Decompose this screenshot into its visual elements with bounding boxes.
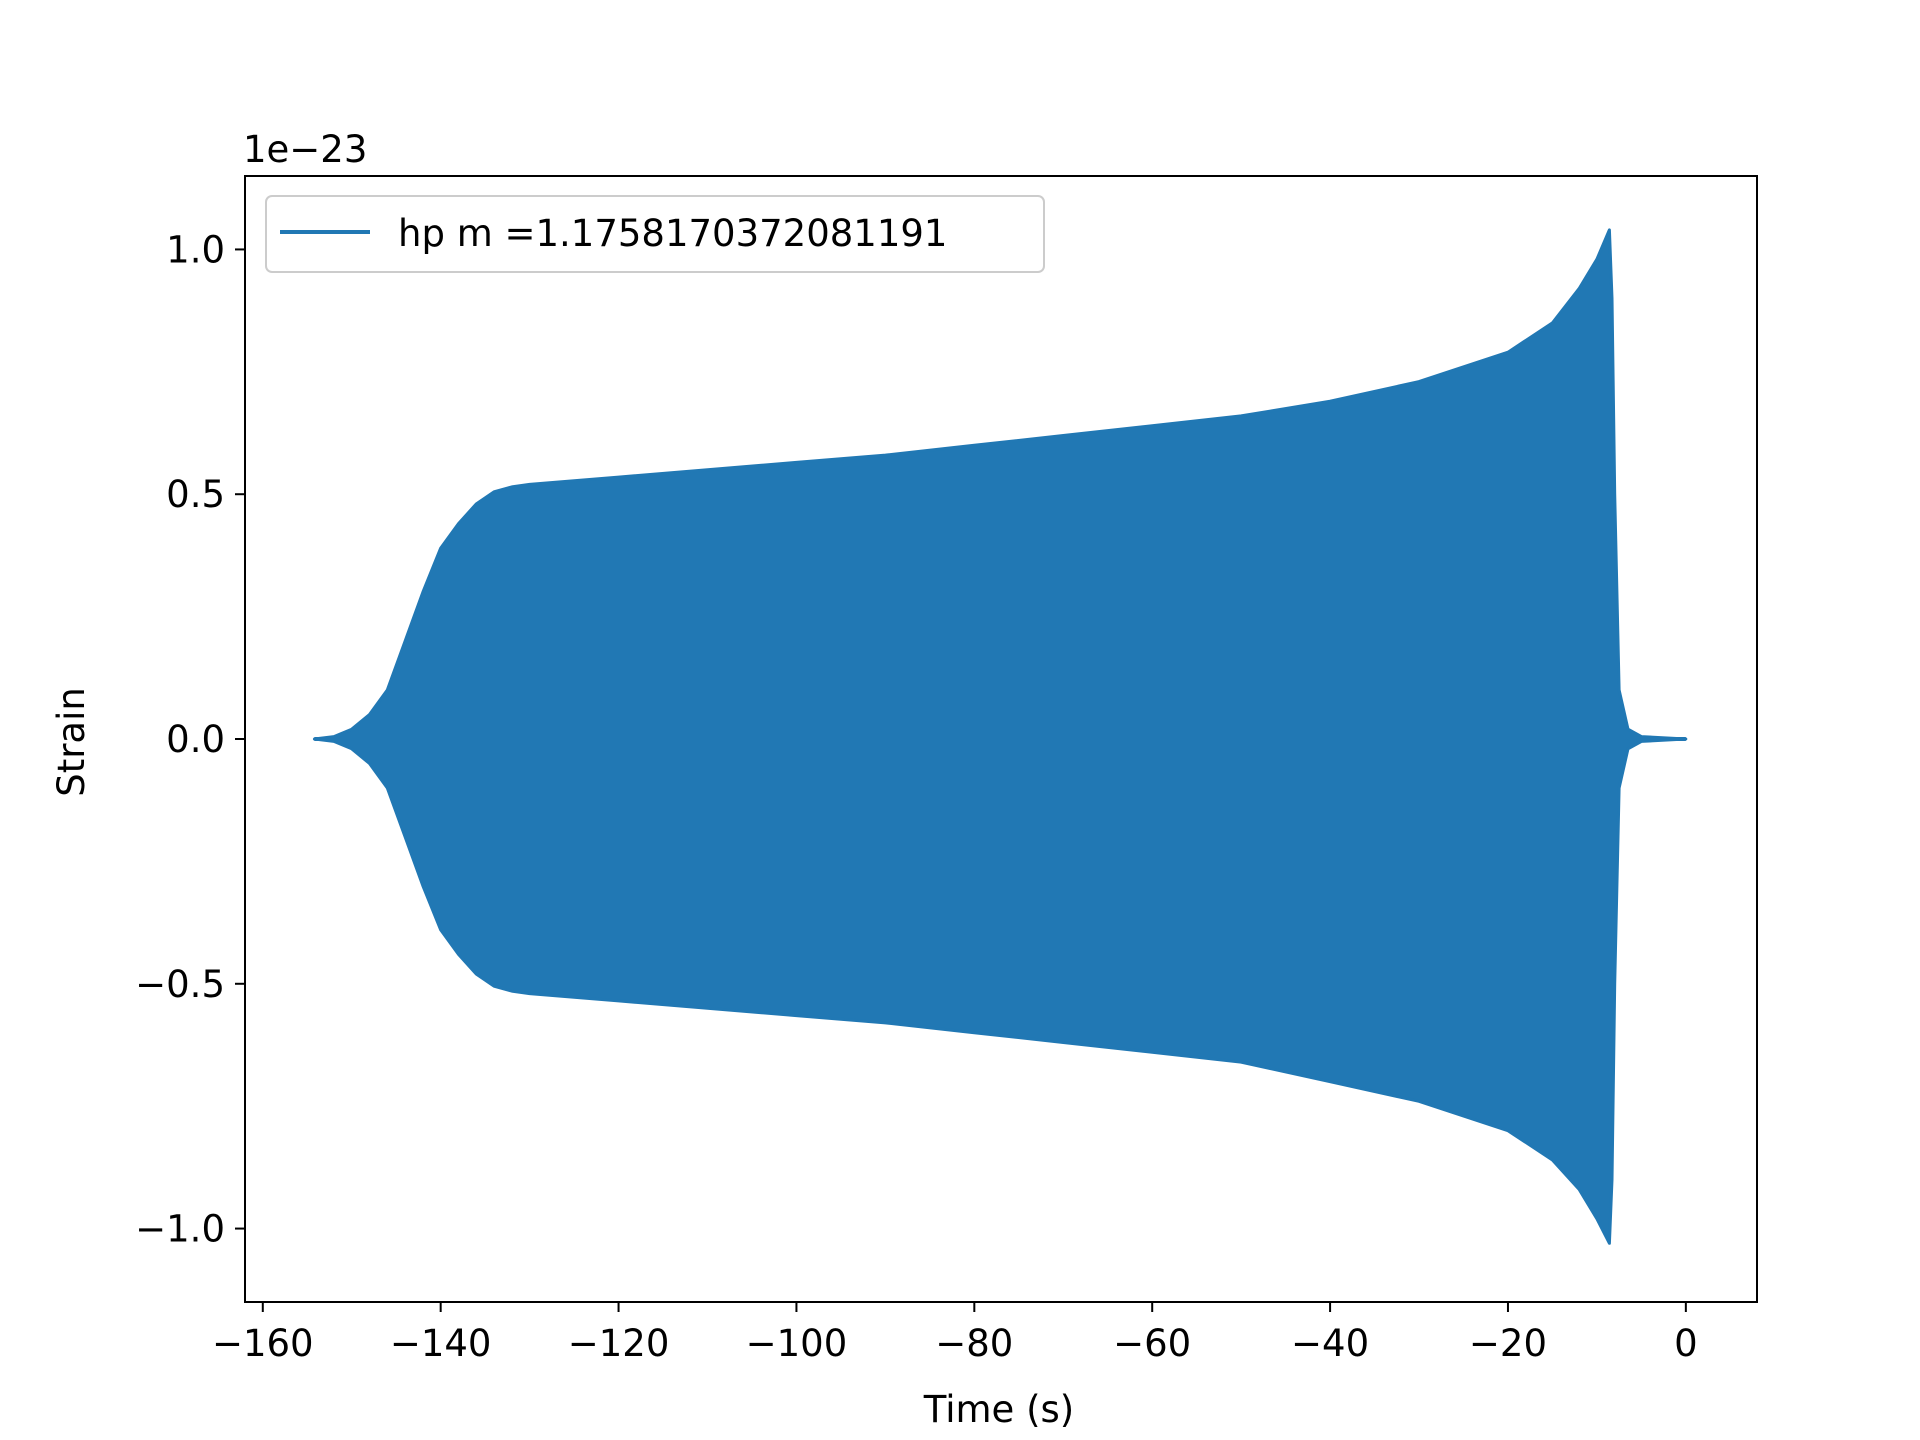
y-tick-label: −0.5: [135, 963, 225, 1006]
x-tick-label: −140: [390, 1322, 492, 1365]
x-tick-label: 0: [1674, 1322, 1698, 1365]
legend-entry-label: hp m =1.1758170372081191: [398, 212, 947, 255]
x-axis: −160 −140 −120 −100 −80 −60 −40 −20 0: [212, 1302, 1698, 1365]
y-tick-label: 0.5: [166, 473, 225, 516]
legend-box: [265, 195, 1045, 273]
x-tick-label: −120: [568, 1322, 670, 1365]
y-tick-label: 1.0: [166, 228, 225, 271]
plot-area: [312, 228, 1688, 1245]
x-tick-label: −60: [1113, 1322, 1191, 1365]
legend: hp m =1.1758170372081191: [265, 195, 1045, 273]
y-axis: 1.0 0.5 0.0 −0.5 −1.0: [135, 228, 245, 1251]
x-tick-label: −40: [1291, 1322, 1369, 1365]
y-offset-label: 1e−23: [243, 128, 367, 171]
y-tick-label: 0.0: [166, 718, 225, 761]
y-tick-label: −1.0: [135, 1208, 225, 1251]
x-tick-label: −160: [212, 1322, 314, 1365]
series-waveform: [312, 228, 1688, 1245]
x-tick-label: −20: [1469, 1322, 1547, 1365]
y-axis-label: Strain: [50, 687, 93, 797]
x-tick-label: −80: [935, 1322, 1013, 1365]
x-axis-label: Time (s): [923, 1388, 1074, 1431]
x-tick-label: −100: [746, 1322, 848, 1365]
